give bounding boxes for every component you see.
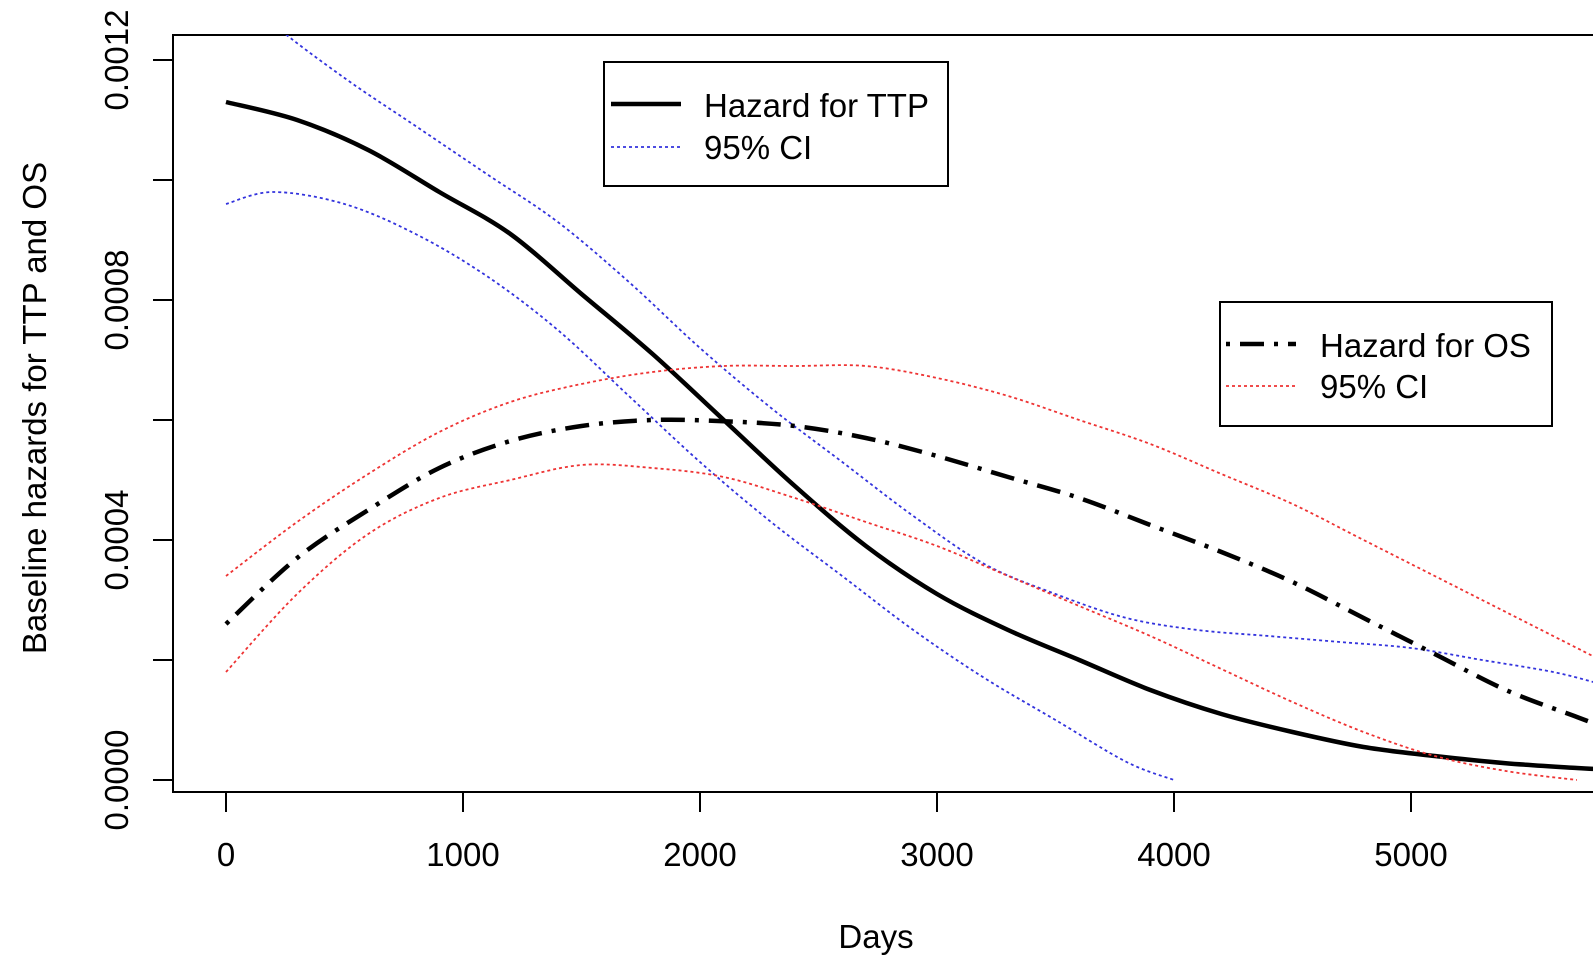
series-line-os xyxy=(224,417,1593,726)
series-line-os-ci-lower xyxy=(225,463,1578,781)
series-line-ttp-ci-lower xyxy=(225,191,1175,781)
series-line-ttp xyxy=(225,99,1593,772)
y-tick-label: 0.0000 xyxy=(98,730,135,831)
legend-ttp-box xyxy=(603,61,949,187)
legend-os-ci-label: 95% CI xyxy=(1320,368,1428,405)
x-axis-title: Days xyxy=(838,918,913,955)
legend-ttp-ci-label: 95% CI xyxy=(704,129,812,166)
y-axis-title: Baseline hazards for TTP and OS xyxy=(16,162,53,654)
x-axis: 0 1000 2000 3000 4000 5000 xyxy=(217,791,1448,873)
y-tick-label: 0.0012 xyxy=(98,10,135,111)
x-tick-label: 4000 xyxy=(1137,836,1210,873)
x-tick-label: 2000 xyxy=(663,836,736,873)
legend-ttp-label: Hazard for TTP xyxy=(704,87,929,124)
series-layer xyxy=(224,35,1593,781)
y-tick-label: 0.0008 xyxy=(98,250,135,351)
y-axis: 0.0000 0.0004 0.0008 0.0012 xyxy=(98,10,174,831)
x-tick-label: 5000 xyxy=(1374,836,1447,873)
legend-os-box xyxy=(1219,301,1553,427)
x-tick-label: 1000 xyxy=(426,836,499,873)
series-line-os-ci-upper xyxy=(225,364,1593,658)
y-tick-label: 0.0004 xyxy=(98,490,135,591)
legend-os: Hazard for OS 95% CI xyxy=(1219,301,1553,427)
legend-ttp: Hazard for TTP 95% CI xyxy=(603,61,949,187)
legend-os-label: Hazard for OS xyxy=(1320,327,1531,364)
x-tick-label: 0 xyxy=(217,836,235,873)
x-tick-label: 3000 xyxy=(900,836,973,873)
